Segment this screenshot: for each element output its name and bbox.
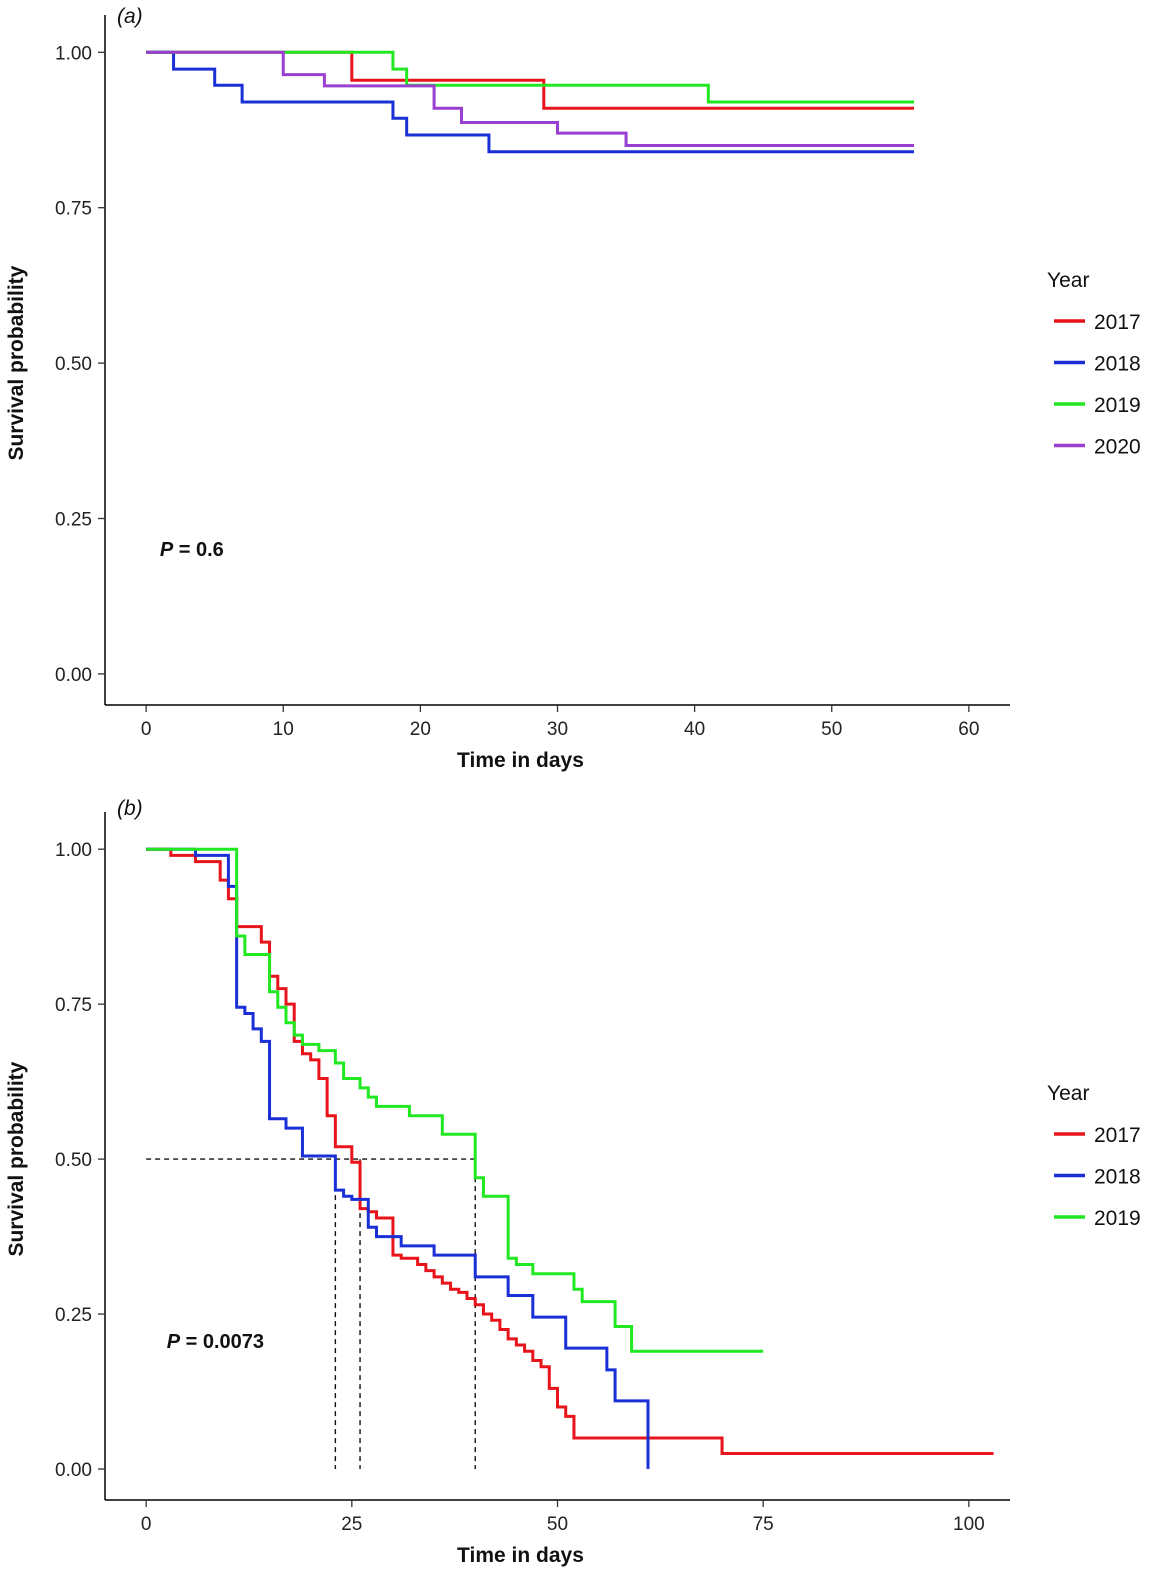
y-tick-label: 0.00 xyxy=(55,1460,92,1481)
y-tick-label: 0.50 xyxy=(55,354,92,375)
panel-label: (a) xyxy=(117,5,143,28)
y-tick-label: 0.00 xyxy=(55,665,92,686)
y-tick-label: 0.25 xyxy=(55,1305,92,1326)
p-value-text: = 0.6 xyxy=(173,539,224,561)
p-value-annotation: P = 0.0073 xyxy=(167,1331,264,1353)
y-tick-label: 0.50 xyxy=(55,1150,92,1171)
survival-curve-2019 xyxy=(146,847,764,1353)
legend-label-2020: 2020 xyxy=(1094,436,1141,459)
survival-curve-2019 xyxy=(146,50,915,104)
x-axis-title: Time in days xyxy=(457,1544,584,1567)
x-axis-title: Time in days xyxy=(457,749,584,772)
legend-label-2017: 2017 xyxy=(1094,311,1141,334)
y-axis-title: Survival probability xyxy=(5,1061,28,1256)
x-tick-label: 40 xyxy=(684,719,705,740)
x-tick-label: 100 xyxy=(953,1514,985,1535)
y-tick-label: 0.75 xyxy=(55,995,92,1016)
survival-curve-2018 xyxy=(146,847,650,1470)
legend-label-2018: 2018 xyxy=(1094,1166,1141,1189)
survival-curve-2020 xyxy=(146,50,915,148)
x-tick-label: 75 xyxy=(753,1514,774,1535)
p-value-symbol: P xyxy=(167,1331,181,1353)
legend-title: Year xyxy=(1047,1082,1089,1105)
panel-b: 0.00 0.25 0.50 0.75 1.00 0 25 50 75 100 Time in da… xyxy=(5,797,1141,1567)
x-tick-label: 0 xyxy=(141,719,152,740)
x-tick-label: 20 xyxy=(410,719,431,740)
x-tick-label: 0 xyxy=(141,1514,152,1535)
x-tick-label: 25 xyxy=(341,1514,362,1535)
p-value-symbol: P xyxy=(160,539,174,561)
panel-label: (b) xyxy=(117,797,143,820)
legend-label-2017: 2017 xyxy=(1094,1124,1141,1147)
legend-label-2018: 2018 xyxy=(1094,353,1141,376)
survival-curve-2017 xyxy=(146,847,994,1456)
x-tick-label: 50 xyxy=(821,719,842,740)
legend-label-2019: 2019 xyxy=(1094,1207,1141,1230)
x-tick-label: 50 xyxy=(547,1514,568,1535)
y-tick-label: 0.75 xyxy=(55,199,92,220)
y-tick-label: 1.00 xyxy=(55,43,92,64)
legend-title: Year xyxy=(1047,269,1089,292)
y-tick-label: 1.00 xyxy=(55,840,92,861)
legend-label-2019: 2019 xyxy=(1094,394,1141,417)
p-value-annotation: P = 0.6 xyxy=(160,539,224,561)
x-tick-label: 60 xyxy=(958,719,979,740)
y-axis-title: Survival probability xyxy=(5,265,28,460)
x-tick-label: 30 xyxy=(547,719,568,740)
x-tick-label: 10 xyxy=(273,719,294,740)
survival-curve-2017 xyxy=(146,50,915,110)
p-value-text: = 0.0073 xyxy=(180,1331,264,1353)
y-tick-label: 0.25 xyxy=(55,510,92,531)
survival-curve-2018 xyxy=(146,50,915,154)
panel-a: 0.00 0.25 0.50 0.75 1.00 0 10 20 30 40 50 60 Time in… xyxy=(5,5,1141,772)
